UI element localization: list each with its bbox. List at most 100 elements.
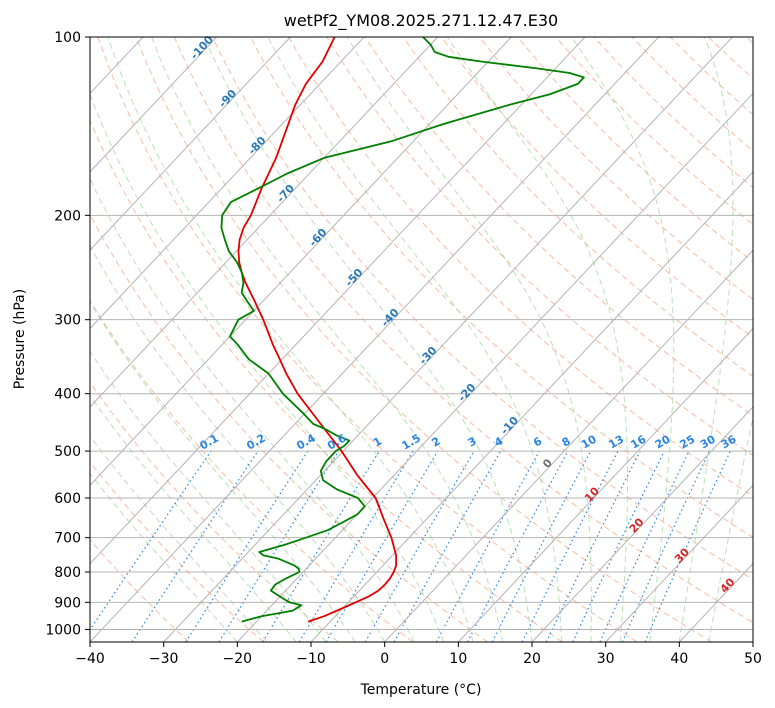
y-tick-label: 900 <box>54 595 81 611</box>
profile-lines <box>220 37 585 623</box>
isotherm-label: -70 <box>274 182 297 206</box>
isotherm <box>457 327 753 642</box>
y-tick-label: 300 <box>54 313 81 329</box>
moist-adiabat <box>346 37 592 642</box>
mixing-ratio-label: 30 <box>698 432 718 451</box>
isotherm <box>90 37 218 173</box>
isotherm <box>0 37 69 642</box>
isotherm <box>163 37 733 642</box>
isotherm <box>531 406 753 642</box>
dry-adiabat <box>708 37 753 80</box>
chart-title: wetPf2_YM08.2025.271.12.47.E30 <box>284 11 558 31</box>
y-tick-label: 600 <box>54 491 81 507</box>
isotherm <box>90 37 512 486</box>
mixing-ratio-label: 3 <box>466 435 479 450</box>
mixing-ratio-line <box>545 450 641 642</box>
mixing-ratio-label: 0.4 <box>294 431 318 452</box>
dry-adiabat <box>90 461 264 642</box>
mixing-ratio-line <box>466 450 569 642</box>
y-tick-label: 1000 <box>45 622 81 638</box>
mixing-ratio-label: 36 <box>719 432 739 451</box>
mixing-ratio-line <box>325 450 439 642</box>
moist-adiabat <box>90 177 415 642</box>
mixing-ratio-line <box>599 450 690 642</box>
dry-adiabat <box>90 213 488 642</box>
plot-frame <box>89 36 754 643</box>
dry-adiabat <box>517 37 753 263</box>
y-tick-label: 800 <box>54 565 81 581</box>
mixing-ratio-label: 1 <box>371 435 384 450</box>
moist-adiabat <box>151 37 503 642</box>
background-lines <box>90 37 753 642</box>
mixing-ratio-line <box>218 450 340 642</box>
isotherm <box>310 171 753 642</box>
moist-adiabat <box>570 37 675 642</box>
dewpoint-profile <box>220 37 585 623</box>
mixing-ratio-label: 6 <box>531 434 544 449</box>
isotherm-label: -30 <box>417 344 440 368</box>
dry-adiabat <box>440 37 753 339</box>
isotherm-label: -80 <box>246 134 269 158</box>
isotherm <box>90 37 365 330</box>
mixing-ratio-label: 13 <box>606 433 626 452</box>
y-tick-label: 400 <box>54 387 81 403</box>
x-tick-label: 50 <box>744 651 762 667</box>
mixing-ratio-line <box>262 450 380 642</box>
grid-lines <box>0 37 753 642</box>
isotherm <box>90 37 439 408</box>
mixing-ratio-line <box>131 450 259 642</box>
isotherm-label: -20 <box>455 381 478 405</box>
isotherm <box>605 484 753 642</box>
moist-adiabat <box>678 37 734 642</box>
moist-adiabat <box>90 394 297 642</box>
mixing-ratio-label: 25 <box>677 433 697 452</box>
moist-adiabat <box>203 37 533 642</box>
mixing-ratio-line <box>185 450 309 642</box>
dry-adiabat <box>135 37 712 642</box>
x-tick-label: 0 <box>380 651 389 667</box>
isotherm <box>90 37 291 251</box>
isotherm-label: -60 <box>306 226 329 250</box>
y-tick-label: 700 <box>54 531 81 547</box>
y-tick-label: 200 <box>54 208 81 224</box>
dry-adiabat <box>90 119 563 642</box>
dry-adiabat <box>746 37 753 44</box>
warm-isotherm-label: 20 <box>627 515 647 535</box>
isotherm <box>90 37 586 565</box>
moist-adiabat <box>90 301 356 642</box>
x-tick-label: −20 <box>223 651 253 667</box>
moist-adiabat <box>446 37 628 642</box>
isotherm <box>752 641 753 642</box>
moist-adiabat <box>90 435 268 642</box>
dry-adiabat <box>326 37 753 457</box>
moist-adiabat <box>90 472 238 642</box>
dry-adiabat <box>402 37 753 377</box>
mixing-ratio-label: 16 <box>629 432 649 451</box>
x-tick-label: −30 <box>149 651 179 667</box>
warm-isotherm-label: 10 <box>582 484 602 504</box>
dry-adiabat <box>211 37 753 581</box>
mixing-ratio-label: 10 <box>579 432 599 451</box>
dry-adiabat <box>90 299 414 642</box>
dry-adiabat <box>631 37 753 152</box>
mixing-ratio-label: 0.1 <box>198 432 221 453</box>
isotherm <box>236 92 753 642</box>
mixing-ratio-label: 0.2 <box>244 432 267 453</box>
y-tick-label: 100 <box>54 30 81 46</box>
mixing-ratio-line <box>435 450 540 642</box>
x-axis-ticks: −40 −30 −20 −10 0 10 20 30 40 50 <box>75 642 762 667</box>
y-axis-label: Pressure (hPa) <box>12 289 28 389</box>
dry-adiabat <box>97 37 638 642</box>
x-tick-label: 10 <box>449 651 467 667</box>
mixing-ratio-line <box>364 450 475 642</box>
dry-adiabat <box>173 37 753 624</box>
moist-adiabat <box>90 244 386 642</box>
x-tick-label: 20 <box>523 651 541 667</box>
x-axis-label: Temperature (°C) <box>360 682 482 698</box>
moist-adiabat <box>107 37 474 642</box>
y-tick-label: 500 <box>54 444 81 460</box>
mixing-ratio-line <box>644 450 731 642</box>
mixing-ratio-label: 1.5 <box>400 432 423 453</box>
mixing-ratio-line <box>572 450 665 642</box>
